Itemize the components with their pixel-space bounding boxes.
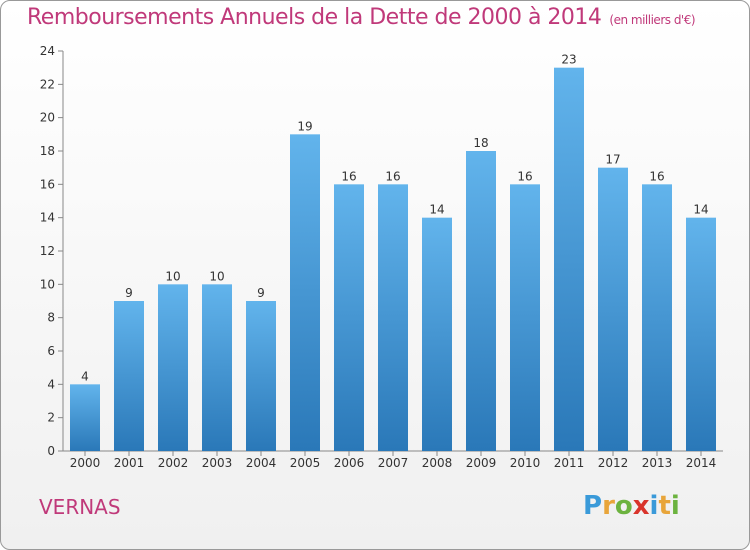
bar — [70, 384, 100, 451]
y-tick-label: 22 — [40, 77, 55, 91]
bar-value-label: 14 — [693, 203, 708, 217]
bar-value-label: 23 — [561, 53, 576, 67]
y-tick-label: 0 — [47, 444, 55, 458]
y-tick-label: 8 — [47, 311, 55, 325]
bar — [642, 184, 672, 452]
bar-value-label: 19 — [297, 119, 312, 133]
commune-name: VERNAS — [39, 495, 121, 519]
bar — [290, 134, 320, 452]
bar-value-label: 10 — [165, 269, 180, 283]
chart-title: Remboursements Annuels de la Dette de 20… — [27, 5, 696, 30]
bar — [598, 167, 628, 451]
x-tick-label: 2006 — [334, 456, 365, 470]
x-tick-label: 2004 — [246, 456, 277, 470]
bar — [158, 284, 188, 451]
x-tick-label: 2003 — [202, 456, 233, 470]
title-text: Remboursements Annuels de la Dette de 20… — [27, 5, 602, 30]
bar — [202, 284, 232, 451]
x-tick-label: 2012 — [598, 456, 629, 470]
bar-value-label: 16 — [649, 169, 664, 183]
y-tick-label: 4 — [47, 377, 55, 391]
x-tick-label: 2005 — [290, 456, 321, 470]
bar — [554, 67, 584, 452]
bar — [686, 217, 716, 451]
bar-value-label: 16 — [341, 169, 356, 183]
y-tick-label: 6 — [47, 344, 55, 358]
bar-value-label: 4 — [81, 369, 89, 383]
x-tick-label: 2008 — [422, 456, 453, 470]
proxiti-logo: Proxiti — [583, 491, 680, 521]
bar — [114, 301, 144, 451]
x-tick-label: 2013 — [642, 456, 673, 470]
bar-value-label: 16 — [517, 169, 532, 183]
logo-letter: i — [670, 491, 680, 521]
bar — [422, 217, 452, 451]
logo-letter: x — [632, 491, 650, 521]
bar-value-label: 18 — [473, 136, 488, 150]
bar-value-label: 14 — [429, 203, 444, 217]
x-tick-label: 2001 — [114, 456, 145, 470]
bar-value-label: 16 — [385, 169, 400, 183]
bar-value-label: 10 — [209, 269, 224, 283]
bar-value-label: 17 — [605, 153, 620, 167]
logo-letter: i — [649, 491, 659, 521]
bar — [334, 184, 364, 452]
y-tick-label: 12 — [40, 244, 55, 258]
chart-subtitle: (en milliers d'€) — [609, 13, 696, 27]
y-tick-label: 14 — [40, 211, 55, 225]
y-tick-label: 24 — [40, 44, 55, 58]
bar-value-label: 9 — [257, 286, 265, 300]
y-tick-label: 18 — [40, 144, 55, 158]
y-tick-label: 2 — [47, 411, 55, 425]
x-tick-label: 2002 — [158, 456, 189, 470]
logo-letter: r — [602, 491, 615, 521]
logo-letter: P — [583, 491, 603, 521]
x-tick-label: 2007 — [378, 456, 409, 470]
x-tick-label: 2011 — [554, 456, 585, 470]
bar — [378, 184, 408, 452]
x-tick-label: 2009 — [466, 456, 497, 470]
x-tick-label: 2010 — [510, 456, 541, 470]
y-tick-label: 16 — [40, 177, 55, 191]
bar — [246, 301, 276, 451]
logo-letter: o — [614, 491, 633, 521]
y-tick-label: 20 — [40, 111, 55, 125]
bar — [510, 184, 540, 452]
x-tick-label: 2014 — [686, 456, 717, 470]
logo-letter: t — [658, 491, 671, 521]
y-tick-label: 10 — [40, 277, 55, 291]
bar — [466, 151, 496, 451]
bar-value-label: 9 — [125, 286, 133, 300]
x-tick-label: 2000 — [70, 456, 101, 470]
